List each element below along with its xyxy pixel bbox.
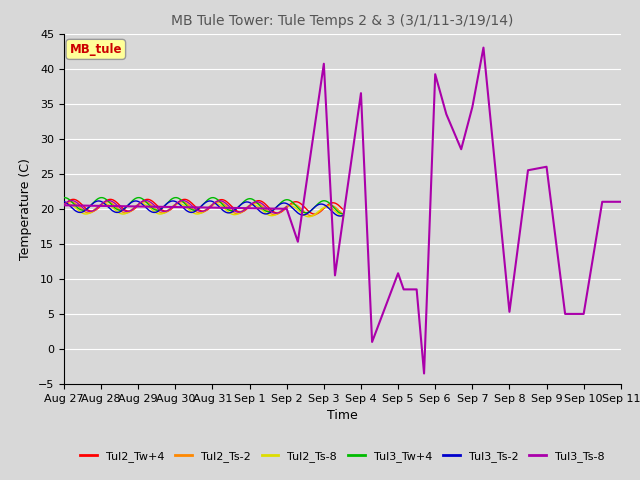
X-axis label: Time: Time xyxy=(327,409,358,422)
Title: MB Tule Tower: Tule Temps 2 & 3 (3/1/11-3/19/14): MB Tule Tower: Tule Temps 2 & 3 (3/1/11-… xyxy=(172,14,513,28)
Y-axis label: Temperature (C): Temperature (C) xyxy=(19,158,33,260)
Legend: Tul2_Tw+4, Tul2_Ts-2, Tul2_Ts-8, Tul3_Tw+4, Tul3_Ts-2, Tul3_Ts-8: Tul2_Tw+4, Tul2_Ts-2, Tul2_Ts-8, Tul3_Tw… xyxy=(76,446,609,466)
Text: MB_tule: MB_tule xyxy=(70,43,122,56)
